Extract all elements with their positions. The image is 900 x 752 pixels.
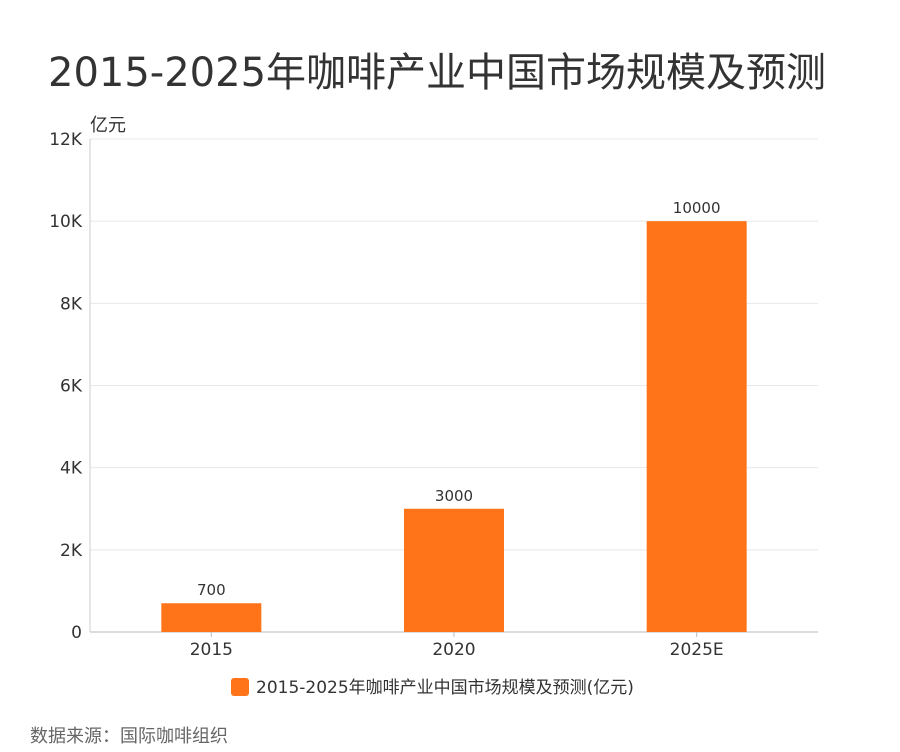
y-tick-labels: 0 2K 4K 6K 8K 10K 12K xyxy=(49,130,83,643)
bar-2020[interactable] xyxy=(404,508,504,632)
y-tick-label: 0 xyxy=(71,623,82,643)
data-label: 10000 xyxy=(673,199,721,217)
x-tick-labels: 2015 2020 2025E xyxy=(190,632,724,660)
x-tick-label: 2020 xyxy=(432,640,475,660)
y-axis-label: 亿元 xyxy=(90,115,126,136)
bars: 700 3000 10000 xyxy=(161,199,747,632)
page-title: 2015-2025年咖啡产业中国市场规模及预测 xyxy=(48,50,827,96)
legend[interactable]: 2015-2025年咖啡产业中国市场规模及预测(亿元) xyxy=(231,678,634,698)
bar-2025E[interactable] xyxy=(646,221,747,632)
data-label: 700 xyxy=(197,581,226,599)
y-tick-label: 4K xyxy=(60,459,83,479)
legend-label: 2015-2025年咖啡产业中国市场规模及预测(亿元) xyxy=(256,678,634,698)
y-tick-label: 12K xyxy=(49,130,83,150)
x-tick-label: 2015 xyxy=(190,640,233,660)
data-label: 3000 xyxy=(435,487,473,505)
y-tick-label: 2K xyxy=(60,541,83,561)
legend-swatch xyxy=(231,678,249,696)
y-tick-label: 10K xyxy=(49,212,83,232)
grid-lines xyxy=(90,138,818,551)
data-source-note: 数据来源：国际咖啡组织 xyxy=(30,726,228,747)
x-tick-label: 2025E xyxy=(670,640,724,660)
y-tick-label: 6K xyxy=(60,377,83,397)
y-tick-label: 8K xyxy=(60,294,83,314)
bar-2015[interactable] xyxy=(161,603,262,632)
